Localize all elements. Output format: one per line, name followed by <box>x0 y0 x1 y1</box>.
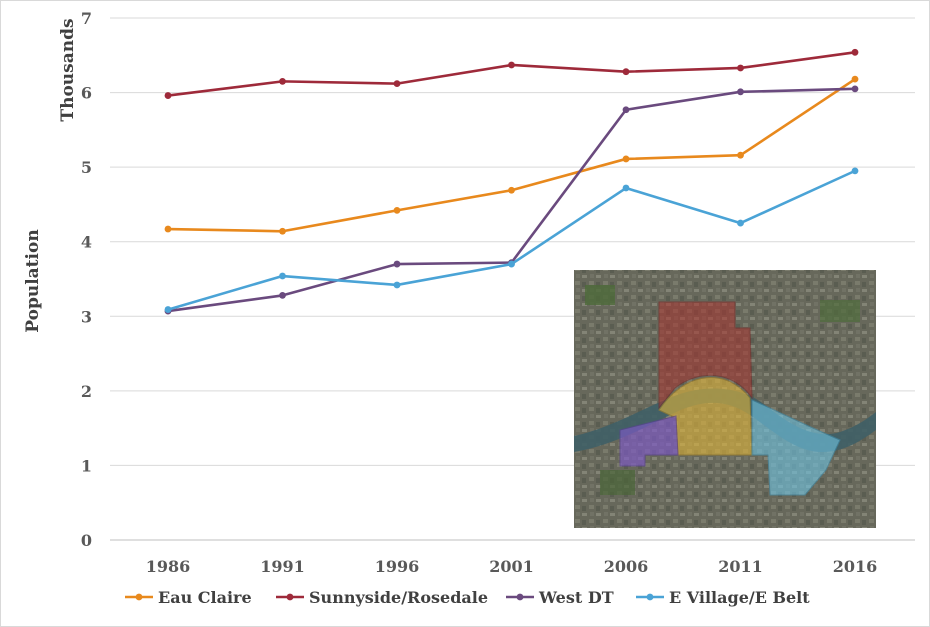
data-point <box>279 227 286 235</box>
x-tick-label: 1996 <box>375 557 420 576</box>
data-point <box>737 64 744 72</box>
data-point <box>622 155 630 163</box>
x-tick-label: 2001 <box>489 557 534 576</box>
y-tick-labels: 0 1 2 3 4 5 6 7 <box>81 9 92 550</box>
inset-map-image <box>574 270 876 528</box>
series-line <box>167 51 856 97</box>
data-point <box>508 61 515 69</box>
legend-label: E Village/E Belt <box>669 588 810 607</box>
data-point <box>851 75 859 83</box>
data-point <box>622 68 630 76</box>
legend-marker <box>286 593 294 601</box>
data-point <box>393 206 401 214</box>
x-tick-label: 1991 <box>260 557 305 576</box>
x-tick-label: 2011 <box>718 557 763 576</box>
y-axis-unit: Thousands <box>58 18 78 121</box>
y-tick-label: 1 <box>81 456 92 475</box>
x-tick-labels: 1986 1991 1996 2001 2006 2011 2016 <box>146 557 878 576</box>
data-point <box>737 88 744 96</box>
legend-label: West DT <box>538 588 614 607</box>
data-point <box>622 106 630 114</box>
data-point <box>851 48 859 56</box>
y-tick-label: 5 <box>81 158 92 177</box>
y-tick-label: 3 <box>81 307 92 326</box>
series-line <box>167 78 856 233</box>
legend: Eau Claire Sunnyside/Rosedale West DT E Vil… <box>125 588 810 607</box>
y-tick-label: 7 <box>81 9 92 28</box>
series-layer <box>164 48 859 315</box>
data-point <box>737 151 744 159</box>
y-tick-label: 4 <box>81 233 92 252</box>
y-axis-label: Population <box>23 229 43 332</box>
y-tick-label: 0 <box>81 531 92 550</box>
x-tick-label: 2006 <box>604 557 649 576</box>
y-tick-label: 2 <box>81 382 92 401</box>
data-point <box>851 167 859 175</box>
legend-marker <box>516 593 524 601</box>
data-point <box>164 225 172 233</box>
y-tick-label: 6 <box>81 84 92 103</box>
data-point <box>508 260 515 268</box>
data-point <box>393 80 401 88</box>
data-point <box>393 260 401 268</box>
data-point <box>164 92 172 99</box>
data-point <box>279 272 286 280</box>
data-point <box>622 184 630 192</box>
x-tick-label: 1986 <box>146 557 191 576</box>
data-point <box>279 292 286 299</box>
data-point <box>851 85 859 93</box>
legend-marker <box>646 593 654 601</box>
x-tick-label: 2016 <box>833 557 878 576</box>
data-point <box>508 186 515 194</box>
data-point <box>737 219 744 227</box>
legend-marker <box>135 593 143 601</box>
data-point <box>164 306 172 313</box>
data-point <box>279 77 286 85</box>
data-point <box>393 281 401 289</box>
legend-label: Eau Claire <box>158 588 252 607</box>
legend-label: Sunnyside/Rosedale <box>309 588 488 607</box>
